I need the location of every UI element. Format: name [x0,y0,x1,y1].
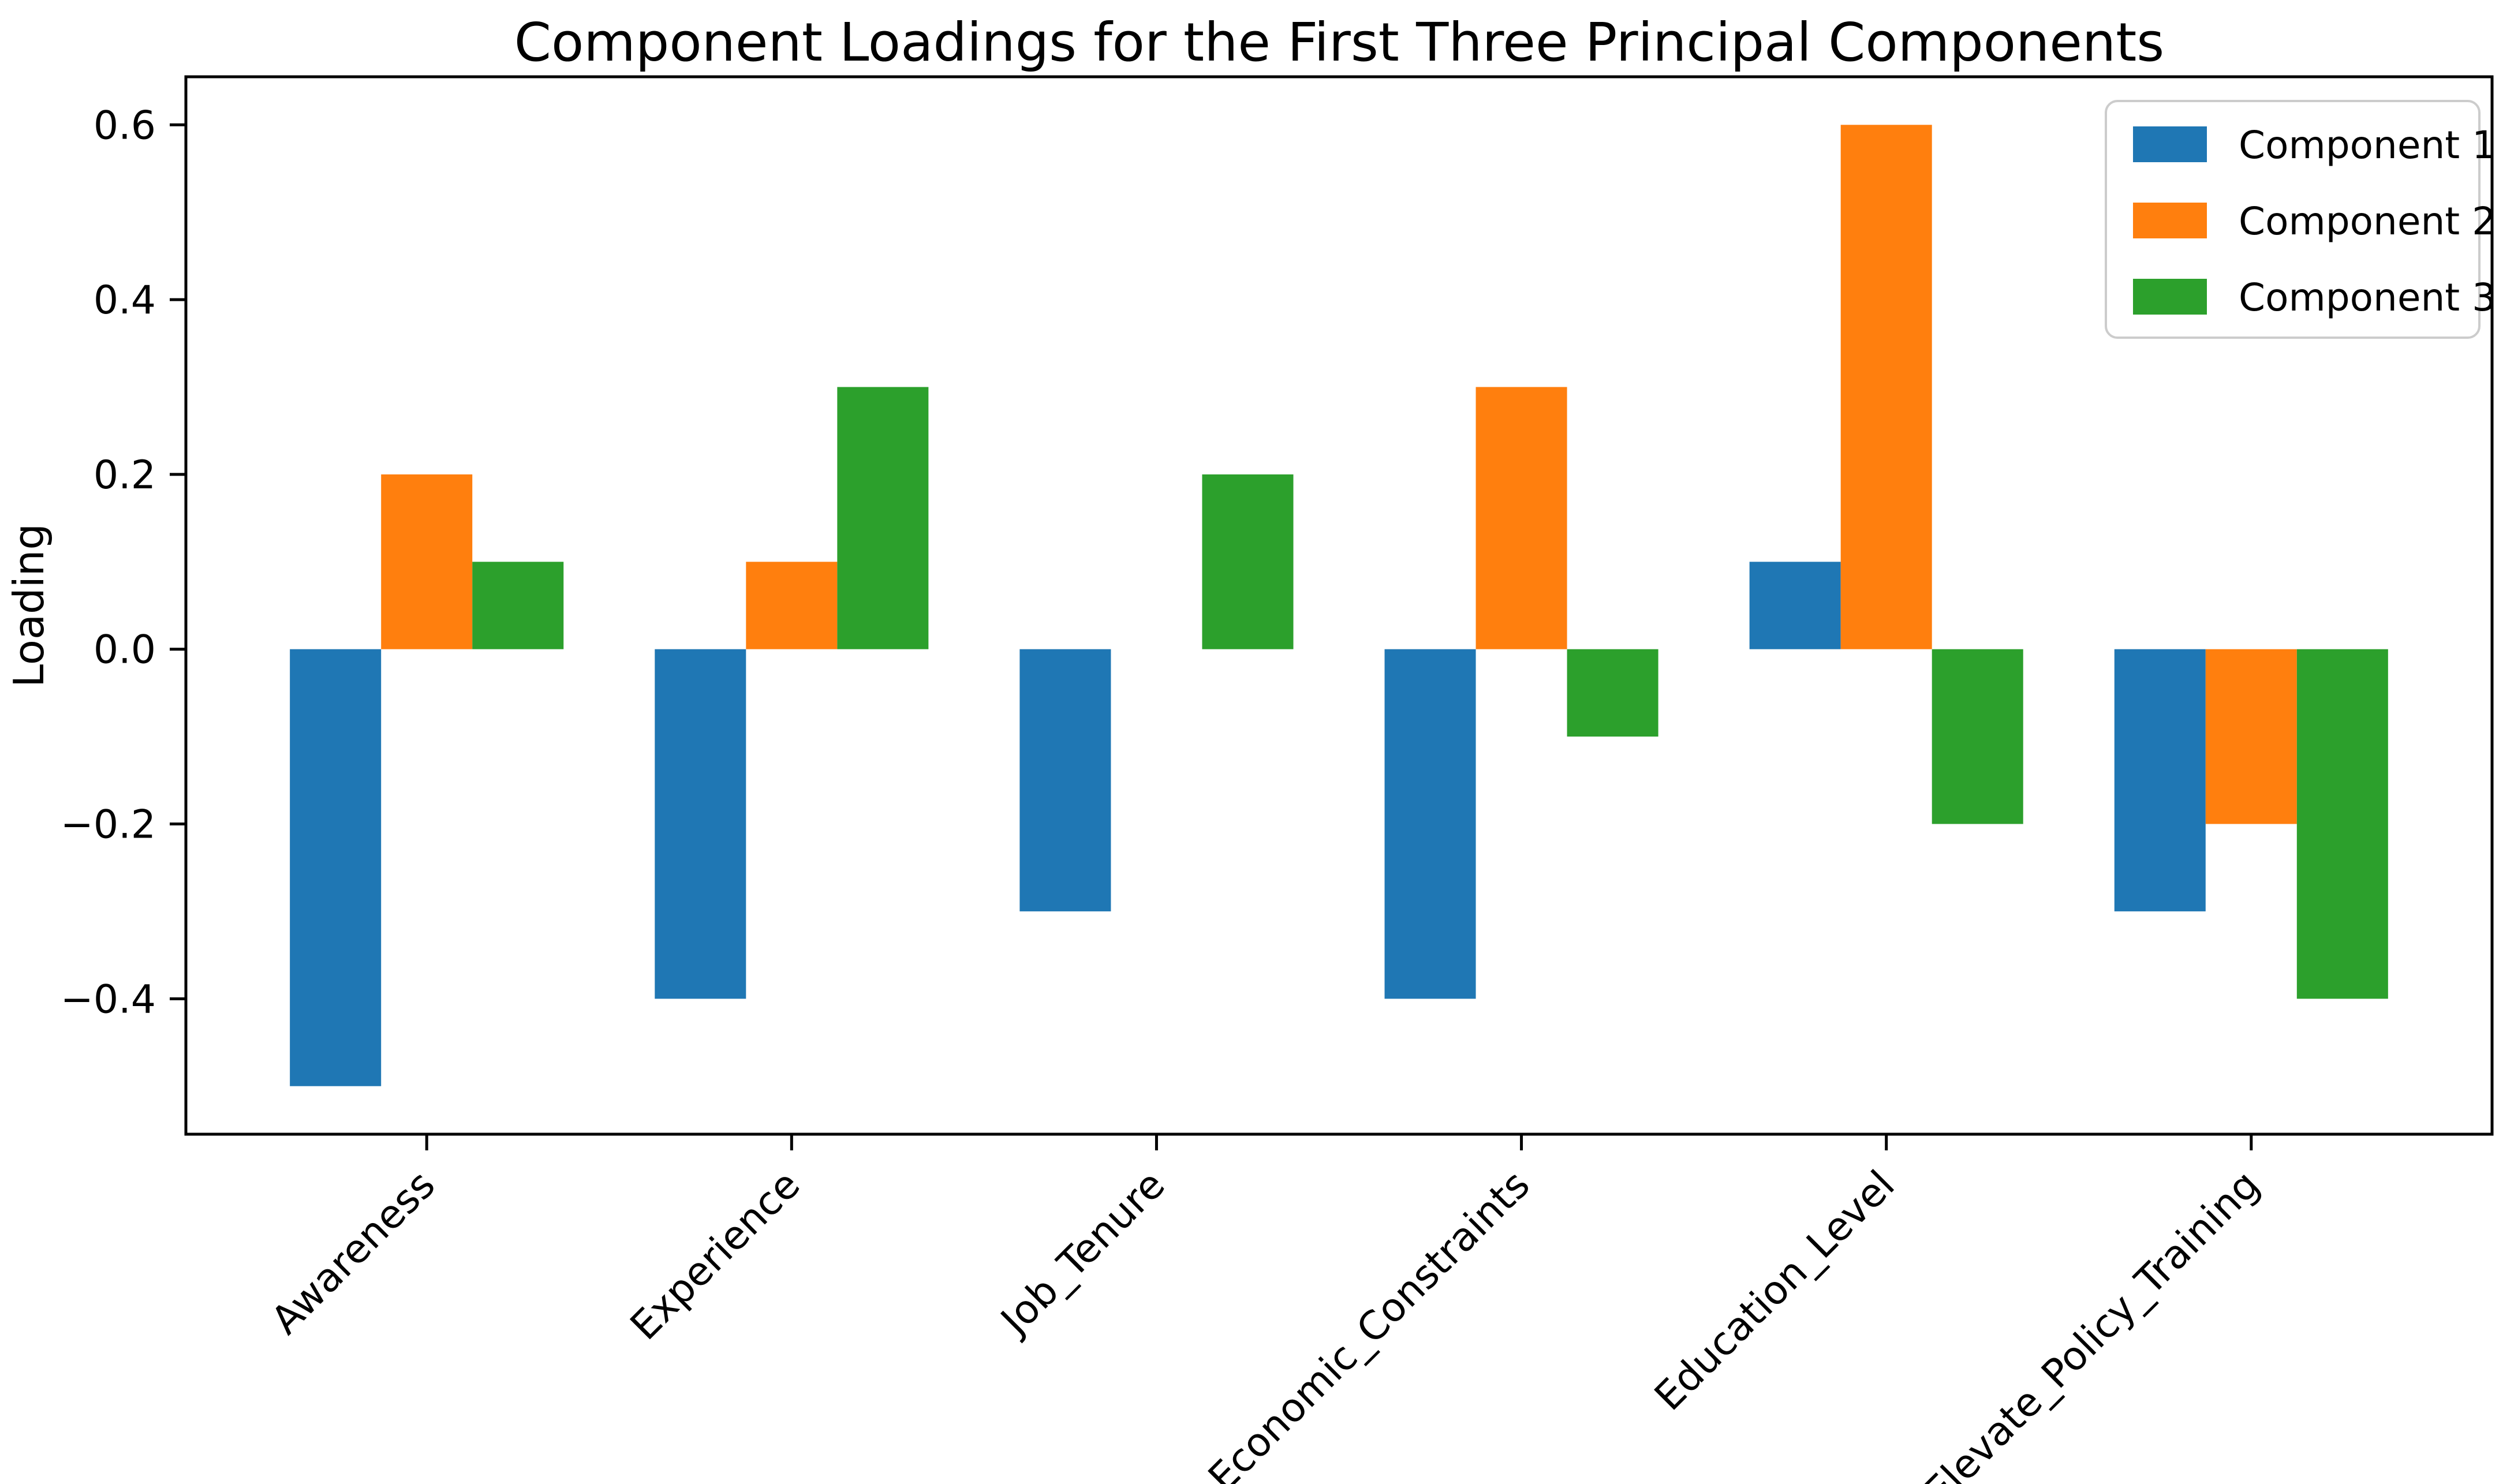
bar-component-2-economic-constraints [1475,387,1567,649]
x-tick-label-education-level: Education_Level [1646,1162,1903,1419]
y-axis-label: Loading [5,524,53,687]
bar-component-2-awareness [381,474,473,649]
legend-item-component-3: Component 3 [2133,275,2496,320]
legend-item-component-2: Component 2 [2133,199,2496,244]
legend-label-component-2: Component 2 [2239,199,2496,244]
legend-swatch-component-2 [2133,203,2207,238]
y-tick-label: −0.4 [61,977,156,1022]
legend-swatch-component-3 [2133,279,2207,315]
legend-label-component-3: Component 3 [2239,275,2496,320]
legend: Component 1 Component 2 Component 3 [2105,100,2496,339]
y-tick-label: 0.4 [94,278,156,323]
legend-item-component-1: Component 1 [2133,123,2496,167]
y-tick-label: 0.2 [94,453,156,498]
y-tick-label: −0.2 [61,802,156,848]
axes-spines [184,75,2494,1136]
legend-swatch-component-1 [2133,126,2207,162]
bar-component-1-experience [655,649,746,999]
bar-component-2-experience [746,562,838,649]
bar-component-3-awareness [472,562,564,649]
bar-component-1-job-tenure [1019,649,1111,911]
x-tick-label-job-tenure: Job_Tenure [991,1162,1174,1345]
bar-component-3-experience [837,387,929,649]
x-tick-label-experience: Experience [622,1162,809,1349]
bar-component-2-elevate-policy-training [2205,649,2297,824]
y-tick-label: 0.6 [94,103,156,148]
x-tick-label-awareness: Awareness [263,1162,444,1343]
bar-component-3-economic-constraints [1567,649,1658,737]
y-tick-label: 0.0 [94,627,156,673]
bar-component-1-elevate-policy-training [2114,649,2206,911]
bar-component-1-awareness [290,649,382,1086]
x-tick-label-economic-constraints: Economic_Constraints [1200,1162,1539,1484]
bar-component-2-education-level [1840,125,1932,649]
bar-component-1-education-level [1749,562,1841,649]
bar-component-3-job-tenure [1202,474,1294,649]
bar-component-3-education-level [1932,649,2023,824]
plot-area: 0.6 0.4 0.2 0.0 −0.2 −0.4 Awareness Experience J… [61,103,2388,1484]
chart-title: Component Loadings for the First Three P… [514,12,2164,73]
legend-label-component-1: Component 1 [2239,123,2496,167]
bar-component-3-elevate-policy-training [2296,649,2388,999]
bar-component-1-economic-constraints [1384,649,1476,999]
x-tick-label-elevate-policy-training: Elevate_Policy_Training [1915,1162,2269,1484]
